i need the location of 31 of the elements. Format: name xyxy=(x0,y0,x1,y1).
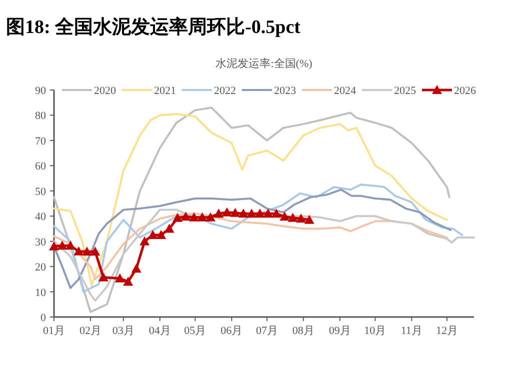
legend-label: 2026 xyxy=(454,85,476,97)
y-tick-label: 80 xyxy=(35,110,46,122)
legend-label: 2025 xyxy=(394,85,416,97)
x-tick-label: 10月 xyxy=(364,325,386,337)
y-tick-label: 0 xyxy=(40,312,46,324)
chart-subtitle: 水泥发运率:全国(%) xyxy=(216,57,313,70)
x-tick-label: 05月 xyxy=(184,325,206,337)
x-tick-label: 04月 xyxy=(148,325,171,337)
x-tick-label: 01月 xyxy=(43,325,65,337)
x-tick-label: 03月 xyxy=(112,325,134,337)
legend-label: 2023 xyxy=(274,85,296,97)
y-tick-label: 10 xyxy=(35,286,46,299)
legend-label: 2024 xyxy=(334,85,356,97)
y-tick-label: 70 xyxy=(35,135,46,148)
y-tick-label: 40 xyxy=(35,211,46,224)
legend-label: 2021 xyxy=(154,85,176,97)
y-tick-label: 50 xyxy=(35,186,46,198)
x-tick-label: 11月 xyxy=(400,325,422,337)
legend-label: 2022 xyxy=(214,85,236,97)
chart-title: 图18: 全国水泥发运率周环比-0.5pct xyxy=(6,16,302,38)
x-tick-label: 06月 xyxy=(220,325,243,337)
y-tick-label: 90 xyxy=(35,85,46,97)
legend-label: 2020 xyxy=(94,85,116,97)
x-tick-label: 12月 xyxy=(436,325,458,337)
y-tick-label: 30 xyxy=(35,236,46,248)
x-tick-label: 07月 xyxy=(256,325,278,337)
x-tick-label: 09月 xyxy=(328,325,351,337)
y-tick-label: 20 xyxy=(35,262,46,274)
x-tick-label: 08月 xyxy=(292,325,314,337)
y-tick-label: 60 xyxy=(35,160,46,173)
x-tick-label: 02月 xyxy=(79,325,102,337)
